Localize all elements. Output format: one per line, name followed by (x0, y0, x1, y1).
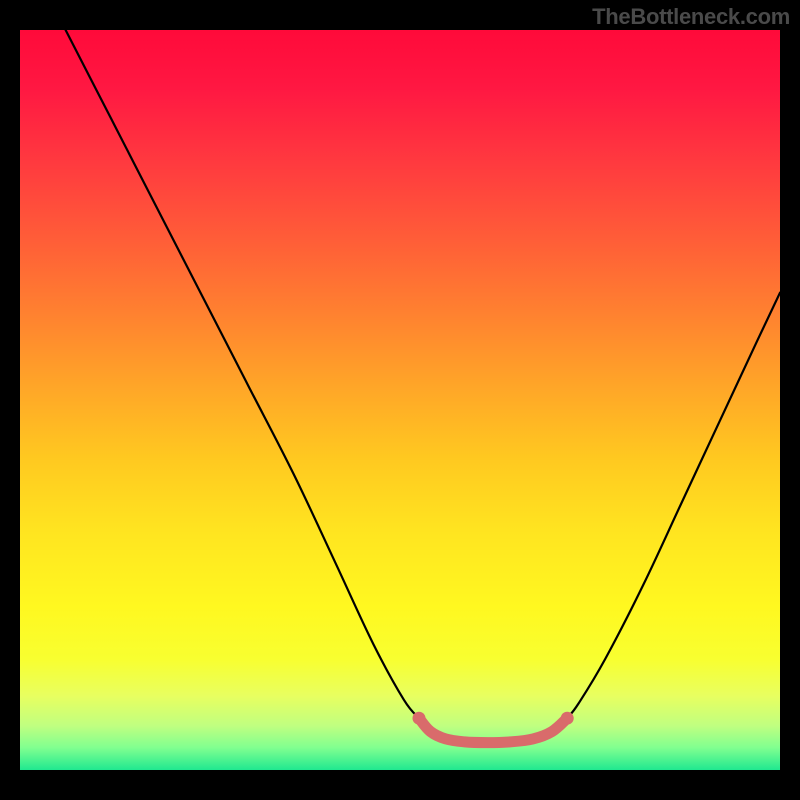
plot-area (20, 30, 780, 770)
chart-container: TheBottleneck.com (0, 0, 800, 800)
range-start-dot (413, 712, 426, 725)
watermark-text: TheBottleneck.com (592, 4, 790, 30)
gradient-background (20, 30, 780, 770)
range-end-dot (561, 712, 574, 725)
bottleneck-curve-chart (20, 30, 780, 770)
